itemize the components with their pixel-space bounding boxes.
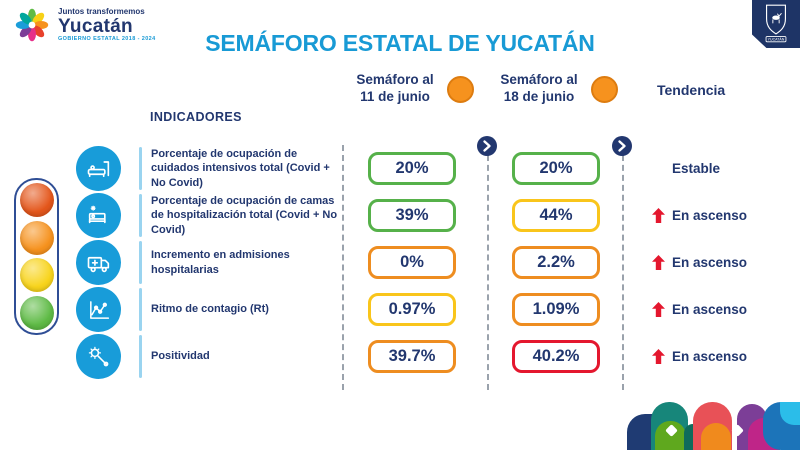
status-light-jun11 (447, 75, 474, 103)
trend-label: En ascenso (672, 349, 748, 364)
indicator-row-rt: Ritmo de contagio (Rt) 0.97% 1.09% En as… (0, 286, 800, 333)
page-title: SEMÁFORO ESTATAL DE YUCATÁN (205, 30, 595, 56)
trend-label: En ascenso (672, 208, 748, 223)
trend-label: En ascenso (672, 302, 748, 317)
trend-up-arrow-icon (652, 255, 665, 270)
trend-label: En ascenso (672, 255, 748, 270)
decoration-shape (655, 421, 686, 450)
decoration-shape (684, 424, 702, 450)
logo-subtitle: GOBIERNO ESTATAL 2018 - 2024 (58, 35, 156, 42)
logo-name: Yucatán (58, 15, 133, 37)
chevron-right-icon (477, 136, 497, 156)
value-jun11: 0% (368, 246, 456, 279)
column-divider (342, 145, 344, 390)
trend-cell: Estable (652, 145, 720, 192)
chevron-right-icon (612, 136, 632, 156)
logo-tagline: Juntos transformemos (58, 6, 145, 16)
indicator-label: Porcentaje de ocupación de cuidados inte… (151, 148, 330, 189)
col2-line1: Semáforo al (500, 72, 578, 88)
decoration-shape (701, 423, 731, 450)
col1-line2: 11 de junio (360, 89, 430, 104)
value-jun18: 40.2% (512, 340, 600, 373)
traffic-light-yellow (19, 258, 54, 293)
column-header-jun18: Semáforo al 18 de junio (496, 72, 618, 106)
crest-label: YUCATÁN (768, 38, 785, 42)
value-jun11: 39% (368, 199, 456, 232)
status-light-jun18 (591, 75, 618, 103)
trend-up-arrow-icon (652, 349, 665, 364)
trend-up-arrow-icon (652, 302, 665, 317)
decoration-shape (737, 404, 767, 450)
decoration-shape (665, 424, 678, 437)
decoration-shape (693, 402, 732, 450)
traffic-light-orange (19, 220, 54, 255)
hospital-bed-icon (76, 193, 121, 238)
indicator-row-positividad: Positividad 39.7% 40.2% En ascenso (0, 333, 800, 380)
value-jun18: 20% (512, 152, 600, 185)
indicator-label: Positividad (151, 350, 210, 363)
trend-cell: En ascenso (652, 192, 747, 239)
column-header-jun11: Semáforo al 11 de junio (352, 72, 474, 106)
decoration-shape (780, 402, 800, 425)
value-jun18: 2.2% (512, 246, 600, 279)
decoration-shape (748, 418, 780, 450)
traffic-light-green (19, 295, 54, 330)
trend-cell: En ascenso (652, 333, 747, 380)
icu-bed-icon (76, 146, 121, 191)
value-jun11: 20% (368, 152, 456, 185)
pinwheel-logo-icon (15, 8, 49, 42)
shield-icon: YUCATÁN (765, 4, 787, 43)
traffic-light-red-orange (19, 183, 54, 218)
ambulance-icon (76, 240, 121, 285)
decoration-shape (627, 414, 677, 450)
swab-test-icon (76, 334, 121, 379)
column-divider (622, 145, 624, 390)
indicator-row-icu: Porcentaje de ocupación de cuidados inte… (0, 145, 800, 192)
rt-chart-icon (76, 287, 121, 332)
decoration-shape (731, 424, 744, 437)
divider (139, 147, 142, 190)
indicator-label: Incremento en admisiones hospitalarias (151, 249, 290, 276)
indicator-label: Ritmo de contagio (Rt) (151, 303, 269, 316)
value-jun11: 39.7% (368, 340, 456, 373)
divider (139, 241, 142, 284)
decoration-shape (651, 402, 688, 450)
value-jun11: 0.97% (368, 293, 456, 326)
column-header-tendencia: Tendencia (657, 82, 726, 98)
trend-cell: En ascenso (652, 239, 747, 286)
traffic-light (14, 178, 59, 335)
indicator-row-admisiones: Incremento en admisiones hospitalarias 0… (0, 239, 800, 286)
indicator-label: Porcentaje de ocupación de camas de hosp… (151, 195, 338, 236)
value-jun18: 1.09% (512, 293, 600, 326)
value-jun18: 44% (512, 199, 600, 232)
column-divider (487, 145, 489, 390)
trend-up-arrow-icon (652, 208, 665, 223)
trend-arrow-placeholder (652, 161, 665, 176)
trend-label: Estable (672, 161, 721, 176)
col2-line2: 18 de junio (503, 89, 575, 104)
decoration-shape (763, 402, 800, 450)
indicators-heading: INDICADORES (150, 110, 242, 124)
yucatan-crest: YUCATÁN (752, 0, 800, 48)
divider (139, 335, 142, 378)
indicator-row-camas: Porcentaje de ocupación de camas de hosp… (0, 192, 800, 239)
divider (139, 288, 142, 331)
divider (139, 194, 142, 237)
trend-cell: En ascenso (652, 286, 747, 333)
government-logo: Juntos transformemos Yucatán GOBIERNO ES… (12, 5, 156, 45)
col1-line1: Semáforo al (356, 72, 434, 88)
